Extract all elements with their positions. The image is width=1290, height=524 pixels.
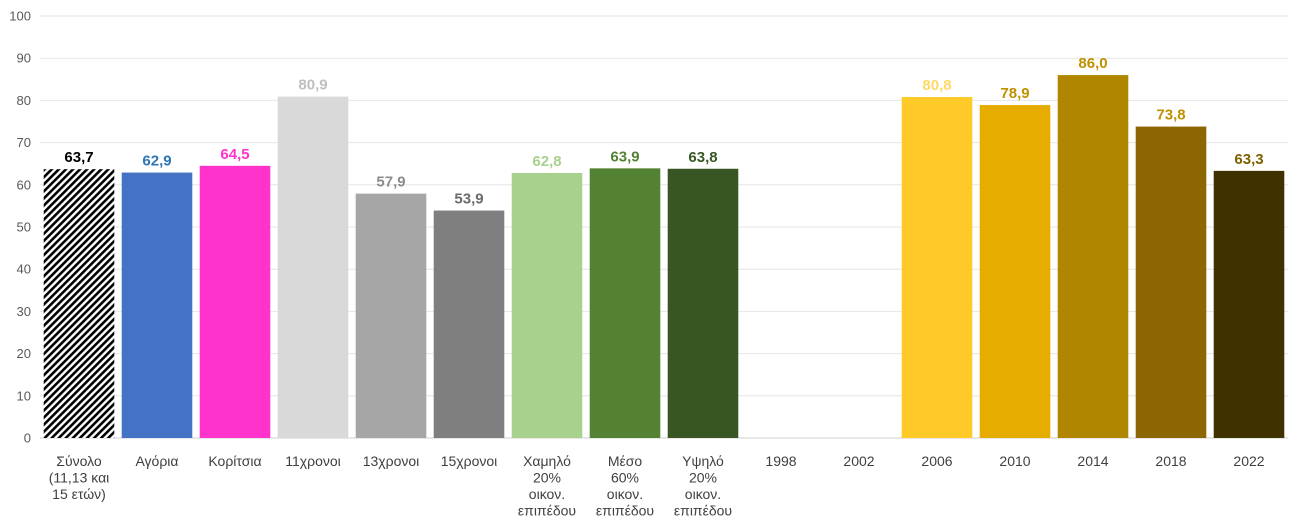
y-tick-label: 10: [17, 388, 31, 403]
y-axis-tick-labels: 0 10 20 30 40 50 60 70 80 90 100: [9, 9, 31, 446]
bar: [433, 210, 505, 438]
category-label: 13χρονοι: [363, 453, 420, 469]
category-label: Χαμηλό 20% οικον. επιπέδου: [518, 453, 576, 519]
bar: [1213, 170, 1285, 438]
data-label: 64,5: [220, 146, 249, 163]
category-label: Κορίτσια: [208, 453, 261, 469]
y-tick-label: 40: [17, 262, 31, 277]
bar: [43, 169, 115, 438]
bar: [979, 105, 1051, 439]
bar: [901, 97, 973, 439]
bar: [511, 172, 583, 438]
data-label: 80,9: [298, 77, 327, 94]
data-label: 53,9: [454, 191, 483, 208]
y-tick-label: 30: [17, 304, 31, 319]
y-tick-label: 0: [24, 431, 31, 446]
bars: [43, 75, 1285, 439]
data-label: 63,3: [1234, 151, 1263, 168]
category-label: Αγόρια: [135, 453, 178, 469]
y-tick-label: 20: [17, 346, 31, 361]
category-label: 2006: [921, 453, 952, 469]
category-label: Σύνολο (11,13 και 15 ετών): [49, 453, 110, 502]
bar: [199, 165, 271, 438]
data-label: 63,8: [688, 149, 717, 166]
bar: [277, 96, 349, 439]
bar: [1057, 75, 1129, 438]
category-label: Μέσο 60% οικον. επιπέδου: [596, 453, 654, 519]
category-label: 2002: [843, 453, 874, 469]
data-label: 80,8: [922, 77, 951, 94]
category-label: 2010: [999, 453, 1030, 469]
category-label: 1998: [765, 453, 796, 469]
data-label: 63,7: [64, 149, 93, 166]
category-label: 11χρονοι: [285, 453, 341, 469]
y-tick-label: 60: [17, 177, 31, 192]
data-label: 63,9: [610, 148, 639, 165]
data-label: 62,8: [532, 153, 561, 170]
y-tick-label: 90: [17, 51, 31, 66]
bar: [667, 168, 739, 438]
y-tick-label: 70: [17, 135, 31, 150]
category-label: 2022: [1233, 453, 1264, 469]
data-label: 62,9: [142, 153, 171, 170]
data-label: 57,9: [376, 174, 405, 191]
y-tick-label: 50: [17, 220, 31, 235]
data-labels: 63,7 62,9 64,5 80,9 57,9 53,9 62,8 63,9 63,8 80,8…: [64, 55, 1263, 207]
category-label: Υψηλό 20% οικον. επιπέδου: [674, 453, 732, 519]
category-label: 2014: [1077, 453, 1108, 469]
bar: [1135, 126, 1207, 439]
category-label: 2018: [1155, 453, 1186, 469]
data-label: 78,9: [1000, 85, 1029, 102]
x-axis-category-labels: Σύνολο (11,13 και 15 ετών) Αγόρια Κορίτσια 11…: [49, 453, 1265, 519]
category-label: 15χρονοι: [441, 453, 498, 469]
y-tick-label: 80: [17, 93, 31, 108]
bar: [589, 168, 661, 439]
y-tick-label: 100: [9, 9, 31, 24]
data-label: 86,0: [1078, 55, 1107, 72]
bar: [355, 193, 427, 438]
bar: [121, 172, 193, 438]
data-label: 73,8: [1156, 107, 1185, 124]
